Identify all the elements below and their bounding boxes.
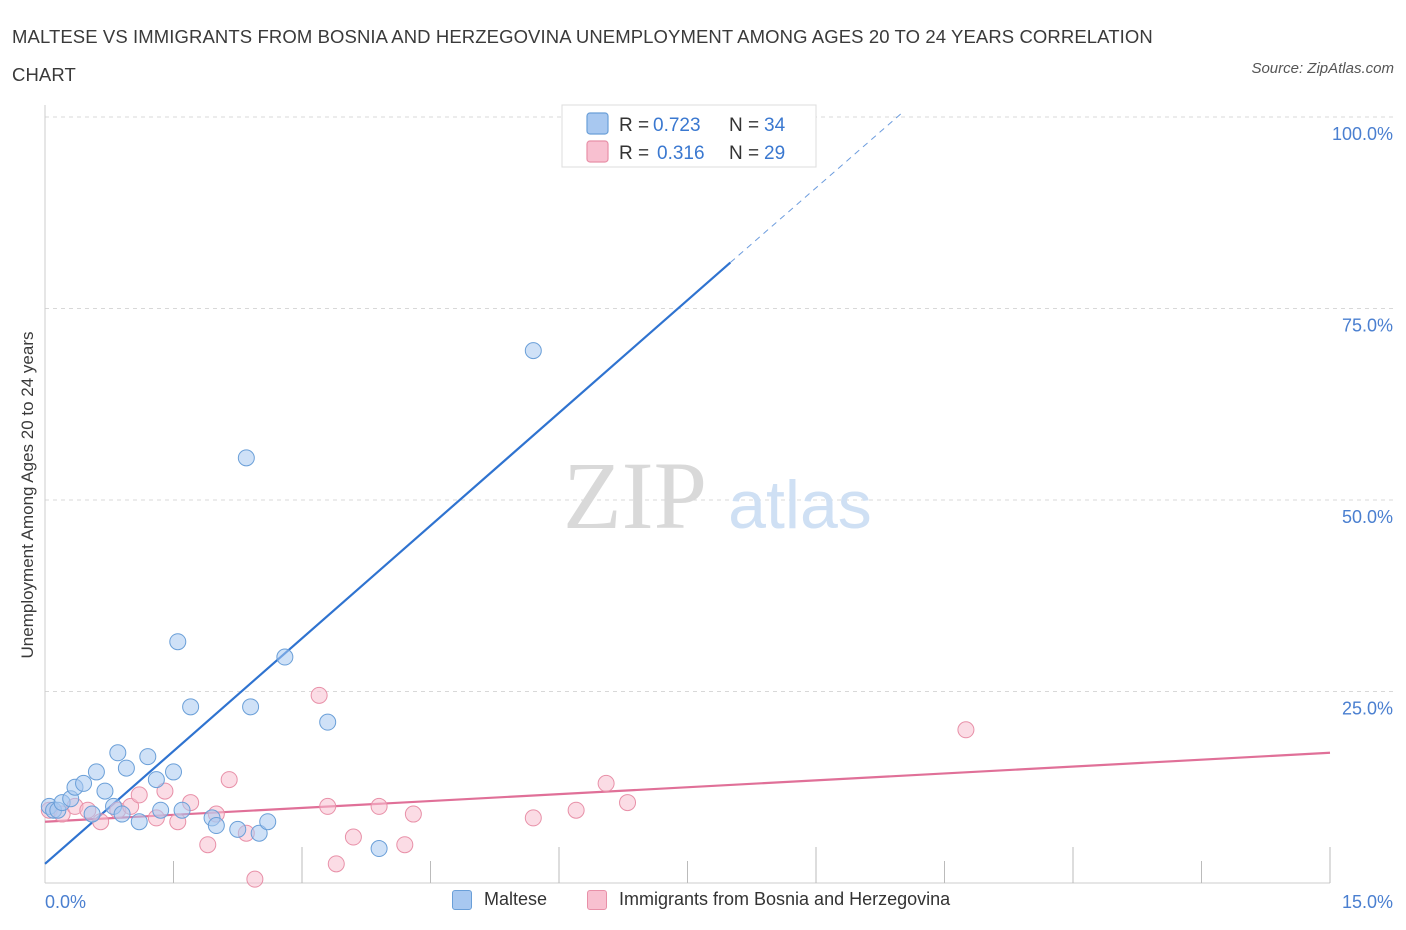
chart-title: MALTESE VS IMMIGRANTS FROM BOSNIA AND HE… [12, 26, 1153, 85]
watermark-zip: ZIP [563, 442, 707, 549]
point-maltese [83, 805, 101, 823]
legend-r-label-maltese: R = [619, 115, 649, 136]
legend-n-value-immigrants: 29 [764, 143, 785, 164]
trend-line-maltese-extension [730, 112, 902, 263]
point-maltese [109, 744, 127, 762]
point-immigrants [396, 836, 414, 854]
point-maltese [276, 648, 294, 666]
point-immigrants [567, 801, 585, 819]
point-maltese [242, 698, 260, 716]
gridlines [45, 116, 1395, 692]
source-label: Source: ZipAtlas.com [1251, 60, 1394, 77]
legend-swatch-immigrants-bottom [587, 889, 607, 910]
watermark-atlas: atlas [728, 467, 872, 543]
point-maltese [259, 813, 277, 831]
point-maltese [117, 759, 135, 777]
point-immigrants [310, 686, 328, 704]
y-tick-labels: 100.0% 75.0% 50.0% 25.0% [1332, 124, 1393, 719]
legend-swatch-maltese-bottom [452, 889, 472, 910]
legend-n-label-immigrants: N = [729, 143, 759, 164]
point-immigrants [957, 721, 975, 739]
point-immigrants [199, 836, 217, 854]
point-maltese [96, 782, 114, 800]
point-immigrants [246, 870, 264, 888]
point-maltese [152, 801, 170, 819]
point-maltese [165, 763, 182, 781]
legend-swatch-maltese [586, 112, 609, 135]
point-maltese [207, 817, 225, 835]
x-tick-label-min: 0.0% [45, 892, 86, 912]
legend-item-maltese[interactable]: Maltese [452, 889, 547, 910]
point-maltese [370, 840, 388, 858]
y-tick-label: 75.0% [1342, 316, 1393, 336]
legend-n-label-maltese: N = [729, 115, 759, 136]
stats-legend: R = 0.723 N = 34 R = 0.316 N = 29 [561, 104, 817, 168]
point-maltese [147, 771, 165, 789]
point-maltese [139, 748, 157, 766]
point-maltese [524, 342, 542, 360]
bottom-legend: Maltese Immigrants from Bosnia and Herze… [0, 885, 1406, 919]
point-maltese [173, 801, 191, 819]
point-maltese [169, 633, 187, 651]
point-immigrants [370, 797, 388, 815]
legend-swatch-immigrants [586, 140, 609, 163]
legend-label-maltese: Maltese [484, 889, 548, 909]
legend-r-label-immigrants: R = [619, 143, 649, 164]
series-maltese-points [40, 108, 585, 858]
point-immigrants [619, 794, 637, 812]
point-immigrants [156, 782, 174, 800]
point-immigrants [524, 809, 542, 827]
point-maltese [130, 813, 148, 831]
point-maltese [250, 824, 268, 842]
point-maltese [319, 713, 337, 731]
x-tick-label-max: 15.0% [1342, 892, 1393, 912]
point-maltese [229, 820, 247, 838]
legend-r-value-immigrants: 0.316 [657, 143, 705, 164]
y-tick-label: 50.0% [1342, 507, 1393, 527]
trend-line-immigrants [44, 751, 1331, 823]
legend-item-immigrants[interactable]: Immigrants from Bosnia and Herzegovina [587, 889, 950, 910]
point-maltese [182, 698, 200, 716]
trend-lines [44, 112, 1331, 865]
point-immigrants [319, 797, 337, 815]
y-tick-label: 100.0% [1332, 124, 1393, 144]
y-tick-label: 25.0% [1342, 699, 1393, 719]
legend-label-immigrants: Immigrants from Bosnia and Herzegovina [619, 889, 951, 909]
point-immigrants [220, 771, 238, 789]
point-maltese [87, 763, 105, 781]
point-maltese [75, 774, 93, 792]
point-immigrants [130, 786, 148, 804]
legend-n-value-maltese: 34 [764, 115, 786, 136]
point-immigrants [327, 855, 345, 873]
point-immigrants [597, 774, 615, 792]
point-immigrants [344, 828, 362, 846]
point-immigrants [404, 805, 422, 823]
point-maltese [113, 805, 131, 823]
legend-r-value-maltese: 0.723 [653, 115, 701, 136]
trend-line-maltese [44, 261, 732, 865]
point-maltese [237, 449, 255, 467]
series-immigrants-points [40, 686, 975, 888]
